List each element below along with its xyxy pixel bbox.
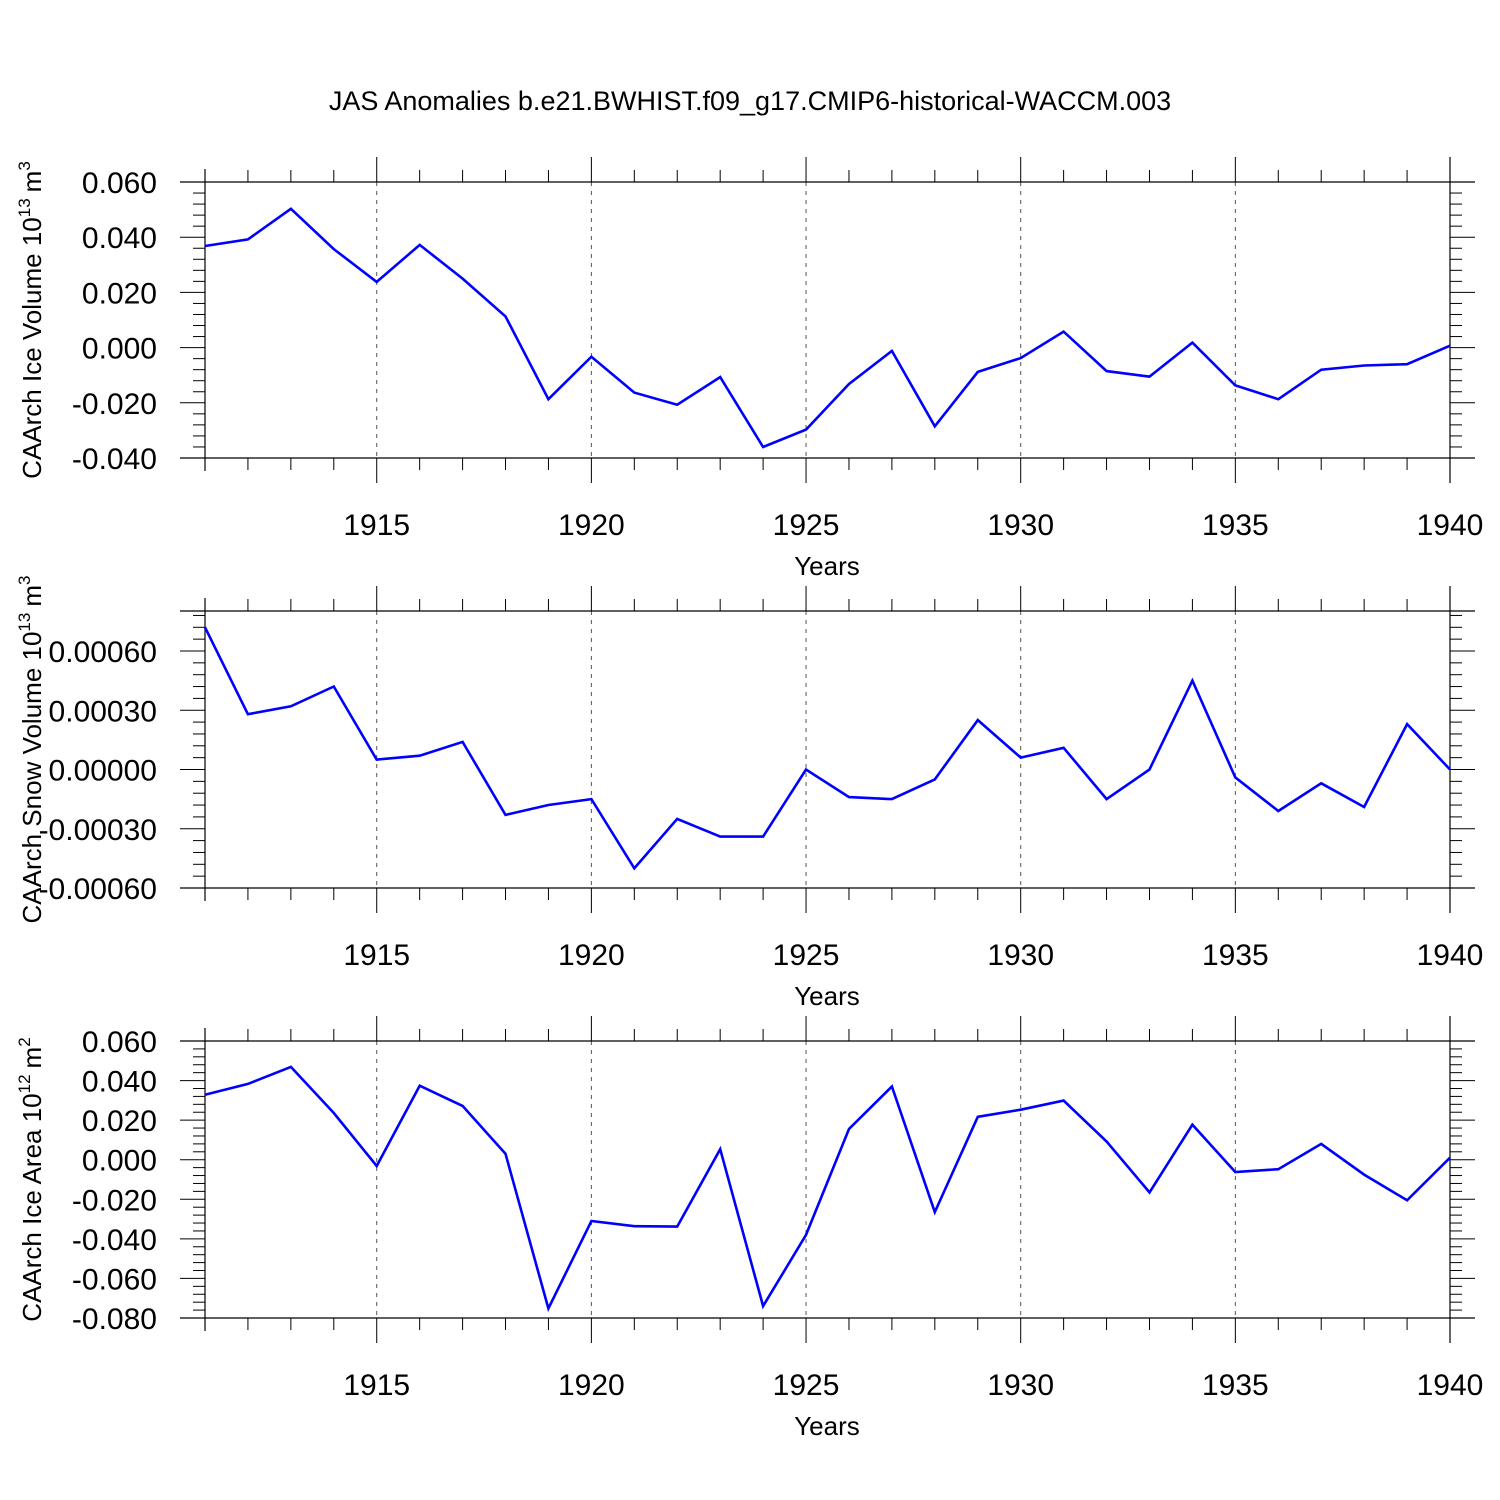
x-tick-label: 1925	[773, 509, 840, 542]
y-axis-label-text: CAArch Ice Volume 10	[17, 217, 47, 479]
y-tick-label: -0.060	[72, 1263, 157, 1296]
x-tick-label: 1940	[1417, 1369, 1484, 1402]
x-axis-label: Years	[794, 551, 860, 581]
y-axis-label: CAArch Snow Volume 1013 m3	[15, 576, 47, 924]
y-tick-label: 0.00060	[49, 636, 157, 669]
y-axis-label-unit-exp: 3	[15, 576, 34, 585]
series-line	[203, 626, 1451, 871]
series-line	[204, 207, 1451, 449]
y-tick-label: -0.020	[72, 388, 157, 421]
x-axis-label: Years	[794, 1411, 860, 1441]
y-tick-label: 0.000	[82, 1145, 157, 1178]
y-axis-label-text: CAArch Ice Area 10	[17, 1093, 47, 1321]
x-tick-label: 1920	[558, 509, 625, 542]
x-tick-label: 1915	[343, 939, 410, 972]
x-tick-label: 1930	[987, 509, 1054, 542]
y-axis-label-unit: m	[17, 171, 47, 193]
y-axis-label-text: CAArch Snow Volume 10	[17, 632, 47, 924]
y-tick-label: 0.020	[82, 277, 157, 310]
x-tick-label: 1920	[558, 939, 625, 972]
x-tick-label: 1940	[1417, 509, 1484, 542]
x-tick-label: 1925	[773, 1369, 840, 1402]
y-axis-label-exp: 13	[15, 613, 34, 632]
y-tick-label: -0.00030	[39, 814, 157, 847]
y-tick-label: -0.040	[72, 443, 157, 476]
x-tick-label: 1925	[773, 939, 840, 972]
x-tick-label: 1915	[343, 1369, 410, 1402]
panel-2: -0.00060 -0.00030 0.00000 0.00030 0.00060 191…	[15, 576, 1483, 1012]
y-tick-label: 0.00030	[49, 695, 157, 728]
y-axis-label: CAArch Ice Volume 1013 m3	[15, 161, 47, 479]
x-tick-label: 1915	[343, 509, 410, 542]
y-tick-label: -0.020	[72, 1184, 157, 1217]
x-tick-label: 1940	[1417, 939, 1484, 972]
series-line	[204, 1065, 1451, 1313]
y-tick-label: -0.00060	[39, 873, 157, 906]
x-tick-label: 1930	[987, 1369, 1054, 1402]
y-tick-label: -0.040	[72, 1224, 157, 1257]
y-tick-label: 0.040	[82, 1066, 157, 1099]
y-tick-label: 0.060	[82, 167, 157, 200]
x-axis-label: Years	[794, 981, 860, 1011]
y-tick-label: 0.060	[82, 1026, 157, 1059]
x-tick-label: 1935	[1202, 939, 1269, 972]
x-tick-label: 1920	[558, 1369, 625, 1402]
y-axis-label: CAArch Ice Area 1012 m2	[15, 1037, 47, 1321]
y-axis-label-unit-exp: 3	[15, 161, 34, 170]
y-axis-label-unit: m	[17, 585, 47, 607]
y-tick-label: 0.00000	[49, 755, 157, 788]
figure-title: JAS Anomalies b.e21.BWHIST.f09_g17.CMIP6…	[329, 86, 1171, 116]
y-axis-label-unit: m	[17, 1047, 47, 1069]
y-axis-label-exp: 13	[15, 198, 34, 217]
y-tick-label: 0.040	[82, 222, 157, 255]
y-axis-label-unit-exp: 2	[15, 1037, 34, 1046]
y-tick-label: -0.080	[72, 1303, 157, 1336]
y-tick-label: 0.020	[82, 1105, 157, 1138]
panel-3: -0.080 -0.060 -0.040 -0.020 0.000 0.020 0.040 0…	[15, 1016, 1483, 1441]
x-tick-label: 1935	[1202, 509, 1269, 542]
panel-1: -0.040 -0.020 0.000 0.020 0.040 0.060 1915 1920…	[15, 157, 1483, 581]
x-tick-label: 1935	[1202, 1369, 1269, 1402]
y-axis-label-exp: 12	[15, 1074, 34, 1093]
x-tick-label: 1930	[987, 939, 1054, 972]
y-tick-label: 0.000	[82, 333, 157, 366]
